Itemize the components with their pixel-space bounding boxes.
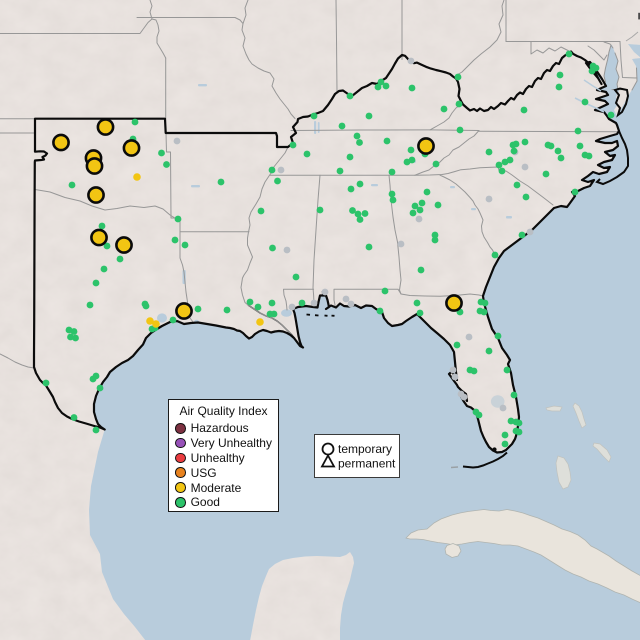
svg-text:temporary: temporary xyxy=(338,442,392,456)
svg-text:permanent: permanent xyxy=(338,457,396,471)
